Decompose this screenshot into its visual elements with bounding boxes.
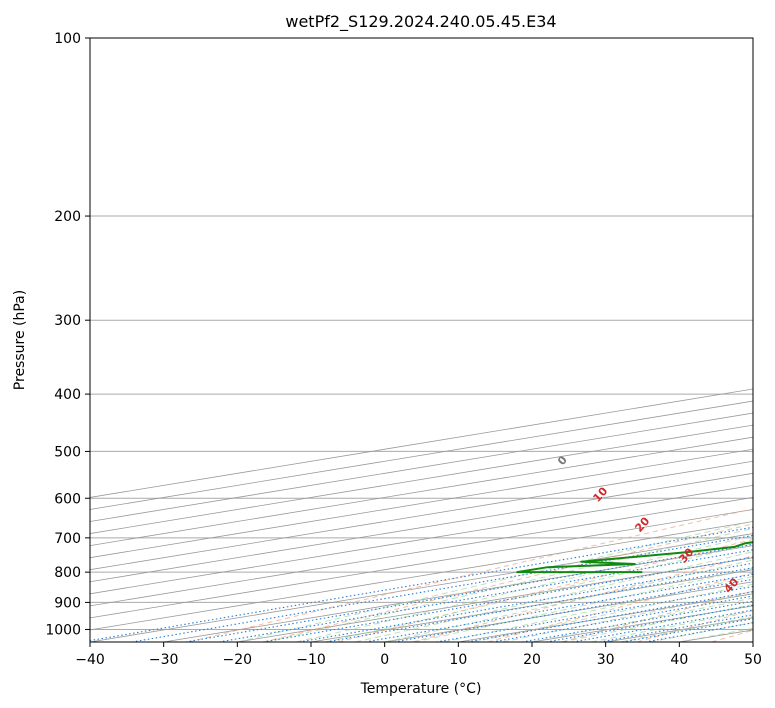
- mixing-ratio-line: [394, 578, 753, 642]
- isotherm-line: [90, 521, 753, 631]
- x-tick-label: −30: [149, 652, 179, 668]
- background-lines: [90, 38, 753, 642]
- isotherm-line: [90, 497, 753, 607]
- y-tick-label: 300: [54, 313, 81, 329]
- moist-adiabat-line: [473, 583, 753, 642]
- isotherm-line: [90, 509, 753, 619]
- axis-ticks: −40 −30 −20 −10 0 10 20 30 40 50 100 200 300 400 500 60…: [45, 31, 762, 668]
- y-tick-label: 100: [54, 31, 81, 47]
- y-tick-label: 400: [54, 387, 81, 403]
- plot-frame: [89, 37, 754, 643]
- x-tick-label: 30: [597, 652, 615, 668]
- isotherm-line: [90, 484, 753, 595]
- moist-adiabat-line: [325, 543, 753, 642]
- x-tick-label: −20: [223, 652, 253, 668]
- y-tick-label: 900: [54, 595, 81, 611]
- dry-adiabat-line: [487, 572, 753, 642]
- moist-adiabat-line: [296, 535, 753, 642]
- y-tick-label: 800: [54, 565, 81, 581]
- x-tick-label: 50: [744, 652, 762, 668]
- isotherm-line: [90, 436, 753, 547]
- moist-adiabat-line: [531, 597, 753, 642]
- x-axis-label: Temperature (°C): [360, 681, 482, 697]
- isotherm-line: [90, 533, 753, 642]
- y-tick-label: 1000: [45, 622, 81, 638]
- x-tick-label: 10: [449, 652, 467, 668]
- isotherm-line: [90, 448, 753, 559]
- x-tick-label: 0: [380, 652, 389, 668]
- mixing-ratio-line: [365, 573, 753, 642]
- isotherm-line: [90, 472, 753, 583]
- x-tick-label: −10: [296, 652, 326, 668]
- dry-adiabat-line: [338, 538, 753, 642]
- chart-title: wetPf2_S129.2024.240.05.45.E34: [285, 12, 556, 32]
- mixing-ratio-line: [262, 556, 753, 642]
- x-tick-label: 20: [523, 652, 541, 668]
- moist-adiabat-line: [413, 567, 753, 642]
- dry-adiabat-line: [562, 590, 753, 642]
- y-axis-label: Pressure (hPa): [12, 290, 28, 390]
- x-tick-label: −40: [75, 652, 105, 668]
- y-tick-label: 600: [54, 491, 81, 507]
- dry-adiabat-line: [263, 523, 753, 642]
- isotherm-line: [90, 460, 753, 571]
- y-tick-label: 700: [54, 531, 81, 547]
- moist-adiabat-line: [237, 520, 753, 642]
- mixing-ratio-line: [131, 534, 753, 642]
- mixing-ratio-line: [326, 567, 753, 642]
- moist-adiabat-line: [502, 590, 753, 642]
- x-tick-label: 40: [670, 652, 688, 668]
- y-tick-label: 200: [54, 209, 81, 225]
- mixing-ratio-line: [299, 562, 753, 642]
- y-tick-label: 500: [54, 444, 81, 460]
- moist-adiabat-line: [443, 575, 753, 642]
